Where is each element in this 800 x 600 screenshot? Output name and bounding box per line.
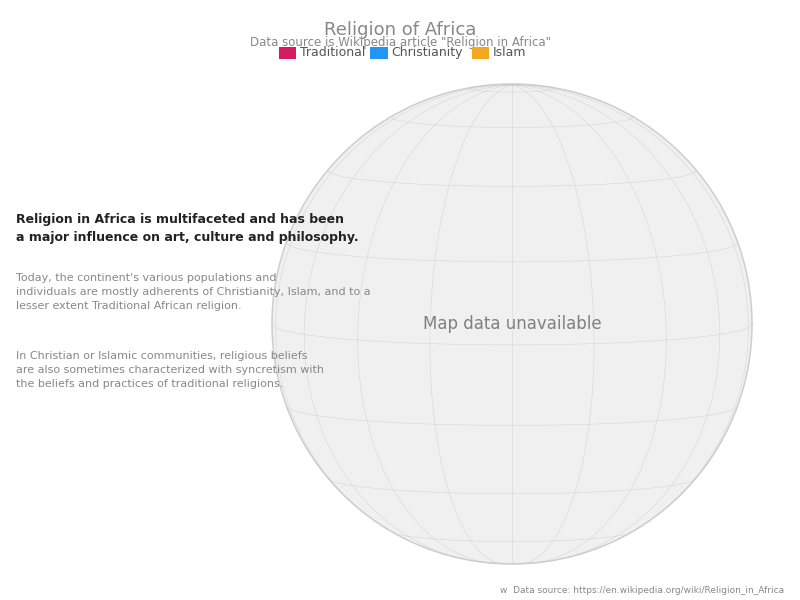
Text: Map data unavailable: Map data unavailable bbox=[422, 315, 602, 333]
Text: Today, the continent's various populations and
individuals are mostly adherents : Today, the continent's various populatio… bbox=[16, 273, 370, 311]
Text: Traditional: Traditional bbox=[301, 46, 366, 59]
Text: Islam: Islam bbox=[493, 46, 526, 59]
Text: w  Data source: https://en.wikipedia.org/wiki/Religion_in_Africa: w Data source: https://en.wikipedia.org/… bbox=[500, 586, 784, 595]
Text: Christianity: Christianity bbox=[392, 46, 463, 59]
Text: Data source is Wikipedia article "Religion in Africa": Data source is Wikipedia article "Religi… bbox=[250, 36, 550, 49]
Text: In Christian or Islamic communities, religious beliefs
are also sometimes charac: In Christian or Islamic communities, rel… bbox=[16, 351, 324, 389]
Text: Religion of Africa: Religion of Africa bbox=[324, 21, 476, 39]
Text: Religion in Africa is multifaceted and has been
a major influence on art, cultur: Religion in Africa is multifaceted and h… bbox=[16, 213, 358, 244]
Circle shape bbox=[272, 84, 752, 564]
